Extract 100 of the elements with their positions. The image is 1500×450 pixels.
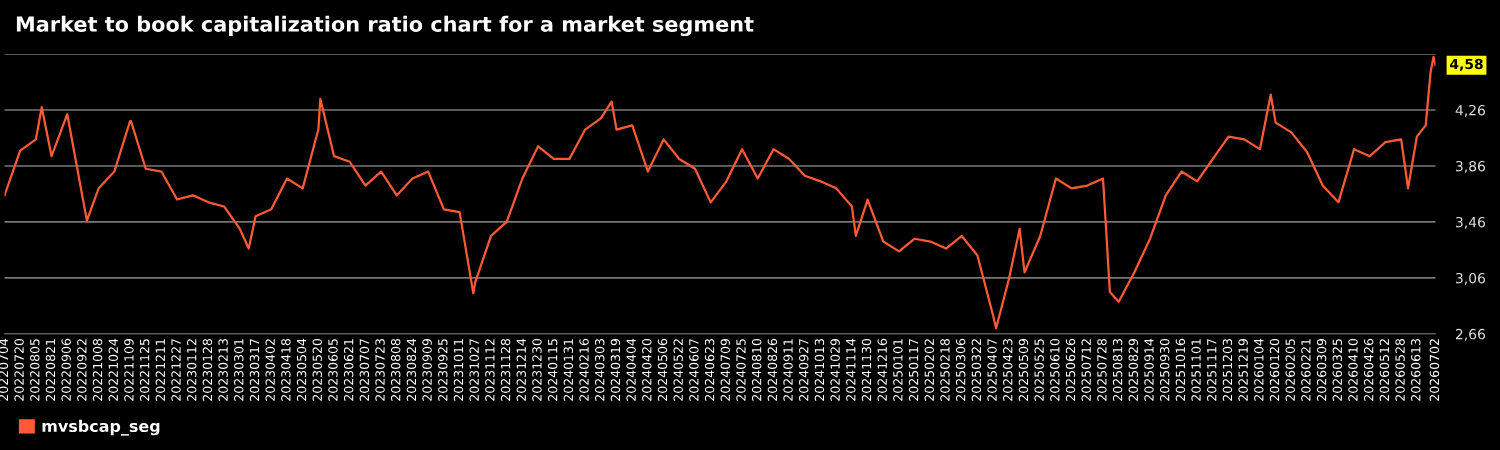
x-tick-label: 20240216: [579, 338, 589, 401]
x-tick-label: 20260221: [1301, 339, 1311, 401]
legend-label: mvsbcap_seg: [42, 419, 160, 436]
x-tick-label: 20260120: [1269, 338, 1280, 401]
x-tick-label: 20251219: [1238, 338, 1248, 401]
x-tick-label: 20230621: [343, 339, 354, 401]
x-tick-label: 20260104: [1254, 338, 1264, 401]
x-tick-label: 20221109: [124, 338, 134, 401]
x-tick-label: 20221211: [155, 339, 166, 401]
x-tick-label: 20240911: [783, 339, 793, 401]
x-tick-label: 20250712: [1081, 339, 1091, 401]
x-tick-label: 20241013: [814, 339, 825, 401]
x-tick-label: 20260309: [1316, 338, 1327, 401]
x-tick-label: 20230213: [218, 339, 228, 401]
x-tick-label: 20240725: [736, 339, 746, 401]
y-tick-label: 4,26: [1455, 104, 1485, 117]
x-tick-label: 20240522: [673, 339, 683, 401]
x-tick-label: 20231011: [453, 339, 464, 401]
x-tick-label: 20251117: [1207, 339, 1217, 401]
x-tick-label: 20260426: [1363, 338, 1374, 401]
x-tick-label: 20260702: [1429, 339, 1440, 401]
x-tick-label: 20240709: [720, 338, 730, 401]
x-tick-label: 20241216: [877, 338, 887, 401]
x-tick-label: 20230925: [438, 339, 448, 401]
x-tick-label: 20250218: [940, 338, 950, 401]
x-tick-label: 20260528: [1395, 338, 1405, 401]
x-tick-label: 20230112: [186, 339, 197, 401]
x-tick-label: 20230707: [359, 339, 370, 401]
y-tick-label: 3,46: [1456, 216, 1485, 229]
x-tick-label: 20250509: [1018, 338, 1029, 401]
x-tick-label: 20221024: [108, 338, 118, 401]
x-tick-label: 20260613: [1411, 339, 1421, 401]
y-tick-label: 2,66: [1455, 328, 1485, 341]
x-tick-label: 20231112: [485, 339, 495, 401]
x-tick-label: 20240404: [626, 338, 636, 401]
x-tick-label: 20260205: [1285, 339, 1295, 401]
x-tick-label: 20231214: [516, 338, 526, 401]
x-tick-label: 20230808: [391, 338, 401, 401]
x-tick-label: 20220821: [45, 339, 56, 401]
x-tick-label: 20221125: [139, 339, 150, 401]
x-tick-label: 20251016: [1175, 338, 1186, 401]
x-tick-label: 20230909: [422, 338, 432, 401]
x-tick-label: 20240826: [767, 338, 778, 401]
x-tick-label: 20250728: [1097, 338, 1107, 401]
x-tick-label: 20240131: [563, 339, 574, 401]
x-tick-label: 20250813: [1112, 339, 1123, 401]
x-tick-label: 20231128: [500, 338, 511, 401]
x-tick-label: 20260325: [1332, 339, 1343, 401]
x-tick-label: 20250829: [1128, 338, 1139, 401]
x-tick-label: 20230317: [249, 339, 260, 401]
x-tick-label: 20241114: [846, 338, 856, 401]
x-tick-label: 20220805: [30, 339, 40, 401]
x-tick-label: 20260512: [1379, 339, 1390, 401]
x-tick-label: 20240623: [704, 339, 715, 401]
x-tick-label: 20241029: [830, 338, 840, 401]
x-tick-label: 20231027: [469, 339, 479, 401]
line-series: [4, 55, 1436, 330]
x-tick-label: 20220720: [14, 338, 24, 401]
x-tick-label: 20230504: [296, 338, 307, 401]
x-tick-label: 20230824: [406, 338, 417, 401]
x-tick-label: 20250117: [908, 339, 919, 401]
x-tick-label: 20250525: [1034, 339, 1044, 401]
x-tick-label: 20240506: [657, 338, 668, 401]
x-tick-label: 20230605: [328, 339, 338, 401]
x-tick-label: 20250914: [1144, 338, 1154, 401]
x-tick-label: 20220922: [77, 339, 87, 401]
x-tick-label: 20240303: [595, 339, 605, 401]
x-tick-label: 20260410: [1348, 338, 1358, 401]
x-tick-label: 20230128: [202, 338, 213, 401]
x-tick-label: 20240607: [689, 339, 699, 401]
x-tick-label: 20240115: [547, 339, 558, 401]
x-tick-label: 20240319: [610, 338, 621, 401]
x-tick-label: 20221227: [171, 339, 181, 401]
x-tick-label: 20230402: [265, 339, 275, 401]
x-tick-label: 20231230: [532, 338, 542, 401]
x-tick-label: 20250202: [924, 339, 935, 401]
x-tick-label: 20250306: [955, 338, 966, 401]
x-tick-label: 20230520: [312, 338, 322, 401]
x-tick-label: 20250626: [1065, 338, 1076, 401]
x-tick-label: 20250930: [1159, 338, 1170, 401]
x-tick-label: 20241130: [861, 338, 872, 401]
x-tick-label: 20240420: [642, 338, 652, 401]
x-tick-label: 20250610: [1050, 338, 1060, 401]
x-tick-label: 20250322: [971, 339, 982, 401]
x-tick-label: 20250101: [893, 339, 903, 401]
x-tick-label: 20220906: [61, 338, 71, 401]
y-tick-label: 3,06: [1456, 272, 1485, 285]
y-tick-label: 3,86: [1456, 160, 1485, 173]
x-tick-label: 20250423: [1003, 339, 1013, 401]
x-tick-label: 20251203: [1222, 339, 1233, 401]
x-tick-label: 20221008: [92, 338, 103, 401]
x-tick-label: 20251101: [1191, 339, 1201, 401]
x-tick-label: 20230418: [281, 338, 291, 401]
x-tick-label: 20250407: [987, 339, 997, 401]
x-tick-label: 20240810: [751, 338, 762, 401]
x-tick-label: 20240927: [799, 339, 809, 401]
x-tick-label: 20230301: [234, 339, 244, 401]
x-tick-label: 20230723: [375, 339, 385, 401]
chart-title: Market to book capitalization ratio chart for a market segment: [16, 15, 754, 37]
annotation: 4,58: [1450, 58, 1483, 71]
